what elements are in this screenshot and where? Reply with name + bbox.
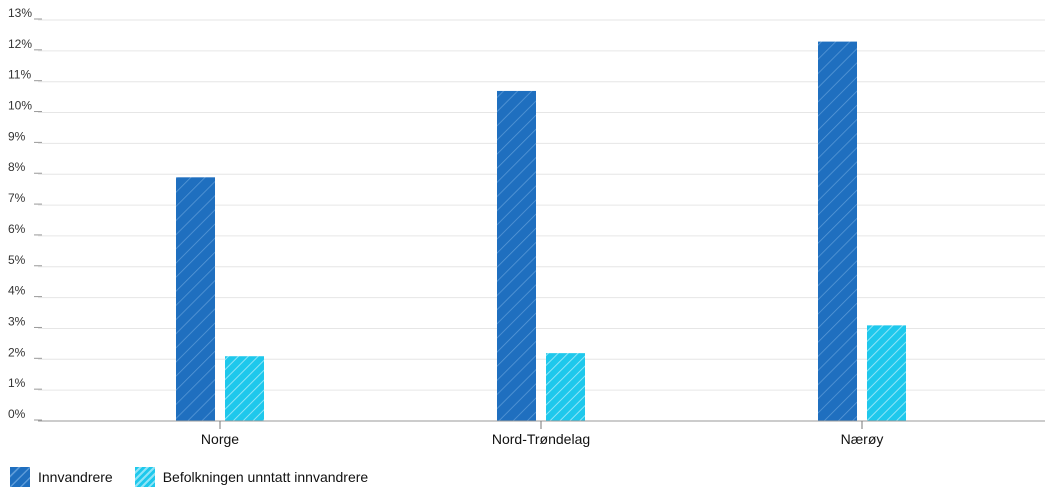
y-tick-label: 5%: [8, 253, 26, 267]
y-tick-label: 7%: [8, 191, 26, 205]
bar-innvandrere-1[interactable]: [497, 90, 536, 421]
bar-innvandrere-2[interactable]: [818, 41, 857, 421]
x-axis: Norge Nord-Trøndelag Nærøy: [38, 420, 1045, 447]
y-tick-label: 3%: [8, 314, 26, 328]
y-tick-label: 1%: [8, 376, 26, 390]
x-tick-label: Nord-Trøndelag: [492, 431, 590, 447]
y-tick-label: 11%: [8, 68, 31, 82]
legend-item-befolkningen[interactable]: Befolkningen unntatt innvandrere: [134, 467, 369, 487]
bar-befolkningen-0[interactable]: [225, 356, 264, 421]
y-tick-label: 10%: [8, 99, 32, 113]
bar-befolkningen-1[interactable]: [546, 353, 585, 421]
y-tick-label: 0%: [8, 407, 26, 421]
legend-item-innvandrere[interactable]: Innvandrere: [10, 467, 113, 487]
y-tick-label: 2%: [8, 345, 26, 359]
bars: [176, 41, 906, 421]
legend-swatch-befolkningen: [134, 467, 155, 487]
bar-chart: 0%1%2%3%4%5%6%7%8%9%10%11%12%13% Norge No…: [8, 6, 1045, 447]
legend: Innvandrere Befolkningen unntatt innvand…: [10, 467, 390, 487]
y-tick-label: 13%: [8, 6, 32, 20]
y-tick-label: 12%: [8, 37, 32, 51]
bar-innvandrere-0[interactable]: [176, 177, 215, 421]
legend-label-innvandrere: Innvandrere: [38, 469, 113, 485]
y-tick-label: 9%: [8, 129, 26, 143]
x-tick-label: Nærøy: [841, 431, 884, 447]
x-tick-label: Norge: [201, 431, 239, 447]
y-tick-label: 6%: [8, 222, 26, 236]
y-axis: 0% 1% 2% 3% 4% 5% 6% 7% 8% 9% 10% 11% 12% 13%: [8, 6, 42, 421]
legend-swatch-innvandrere: [10, 467, 30, 487]
y-tick-label: 4%: [8, 284, 26, 298]
y-tick-label: 8%: [8, 160, 26, 174]
legend-label-befolkningen: Befolkningen unntatt innvandrere: [162, 469, 369, 485]
bar-befolkningen-2[interactable]: [867, 325, 906, 421]
